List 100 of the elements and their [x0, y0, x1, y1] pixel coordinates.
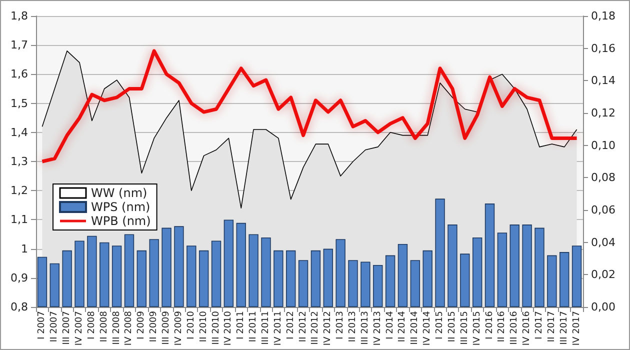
legend-label: WPS (nm) [91, 200, 150, 214]
bar [497, 232, 508, 307]
bar [398, 244, 408, 307]
x-tick-label: III 2011 [260, 311, 271, 345]
y-tick-label: 1 [21, 242, 28, 256]
x-tick-label: IV 2017 [572, 311, 582, 346]
y2-tick-label: 0,16 [591, 42, 616, 55]
bar [198, 250, 209, 307]
legend-label: WPB (nm) [91, 214, 151, 228]
bar [112, 246, 122, 307]
bar [310, 250, 321, 307]
x-tick-label: II 2017 [546, 311, 557, 342]
y-tick-label: 1,6 [10, 68, 28, 81]
y2-tick-label: 0,12 [591, 106, 616, 120]
y2-tick-label: 0,14 [591, 74, 616, 88]
x-tick-label: IV 2013 [372, 311, 383, 346]
y2-tick-label: 0,00 [591, 300, 616, 314]
x-tick-label: IV 2007 [74, 311, 85, 346]
x-tick-label: I 2016 [484, 310, 495, 340]
y-tick-label: 1,8 [10, 10, 28, 22]
bar [385, 255, 396, 307]
x-tick-label: III 2012 [310, 311, 321, 345]
x-tick-label: IV 2011 [273, 311, 284, 346]
y2-tick-label: 0,18 [591, 10, 616, 22]
bar [236, 222, 246, 307]
bar [162, 228, 172, 307]
bar [410, 260, 420, 307]
bar [484, 204, 495, 307]
x-tick-label: I 2014 [385, 310, 396, 340]
x-tick-label: III 2009 [162, 310, 172, 345]
bar [224, 220, 234, 307]
y-tick-label: 1,1 [10, 213, 28, 226]
bar [74, 240, 84, 307]
bar [572, 246, 582, 307]
x-tick-label: IV 2008 [124, 310, 134, 346]
x-tick-label: IV 2014 [422, 310, 433, 346]
x-tick-label: II 2010 [198, 310, 209, 342]
x-tick-label: III 2014 [410, 310, 420, 345]
bar [274, 250, 284, 307]
x-tick-label: II 2016 [497, 310, 508, 342]
x-tick-label: III 2016 [510, 310, 520, 345]
line-series [40, 49, 579, 164]
x-tick-label: I 2007 [37, 311, 48, 340]
x-tick-label: III 2015 [460, 311, 470, 345]
x-tick-label: I 2017 [534, 311, 544, 340]
x-tick-label: I 2010 [186, 310, 196, 340]
y-tick-label: 1,2 [10, 184, 28, 198]
bar [124, 234, 134, 307]
x-tick-label: III 2008 [112, 310, 122, 345]
bar [174, 226, 184, 307]
bar [448, 224, 458, 307]
bar [37, 256, 48, 307]
y-tick-label: 0,9 [10, 271, 28, 284]
bar [522, 224, 532, 307]
x-tick-label: II 2013 [348, 311, 358, 342]
x-tick-label: I 2009 [136, 310, 147, 340]
x-tick-label: III 2010 [211, 310, 222, 345]
x-tick-label: IV 2015 [472, 311, 482, 346]
bar [336, 239, 346, 307]
x-tick-label: III 2013 [360, 311, 370, 345]
x-tick-label: II 2011 [248, 311, 259, 342]
y-tick-label: 1,4 [10, 126, 28, 139]
bar [149, 239, 159, 307]
x-tick-label: I 2013 [336, 311, 346, 340]
bar [472, 237, 482, 307]
bar [373, 264, 383, 307]
y2-tick-label: 0,06 [591, 204, 616, 216]
x-tick-label: II 2007 [50, 311, 60, 342]
bar [360, 262, 370, 307]
bar [323, 248, 333, 307]
x-tick-label: II 2008 [99, 310, 110, 342]
y-tick-label: 1,3 [10, 155, 28, 168]
x-tick-label: IV 2012 [323, 311, 334, 346]
x-tick-label: III 2007 [62, 311, 72, 345]
bar [136, 250, 147, 307]
x-tick-label: II 2009 [149, 310, 160, 342]
bar [422, 250, 432, 307]
bar [286, 250, 296, 307]
x-tick-label: II 2014 [398, 310, 408, 342]
bar [100, 242, 110, 307]
bar [62, 250, 72, 307]
y2-tick-label: 0,04 [591, 236, 616, 249]
bar [435, 198, 445, 307]
x-tick-label: II 2012 [298, 311, 308, 342]
x-tick-label: III 2017 [559, 311, 570, 345]
bar [547, 255, 557, 307]
bar [510, 224, 520, 307]
bar [261, 237, 271, 307]
y2-tick-label: 0,10 [591, 138, 616, 152]
bar [348, 260, 358, 307]
y-tick-label: 1,7 [10, 38, 28, 52]
x-tick-label: II 2015 [447, 311, 458, 342]
x-tick-label: I 2011 [236, 311, 246, 340]
bar [211, 240, 222, 307]
bar [248, 234, 258, 307]
bar [186, 246, 196, 307]
y2-tick-label: 0,08 [591, 171, 616, 184]
x-tick-label: I 2008 [86, 310, 97, 340]
bar [298, 260, 308, 307]
x-tick-label: I 2015 [435, 311, 446, 340]
